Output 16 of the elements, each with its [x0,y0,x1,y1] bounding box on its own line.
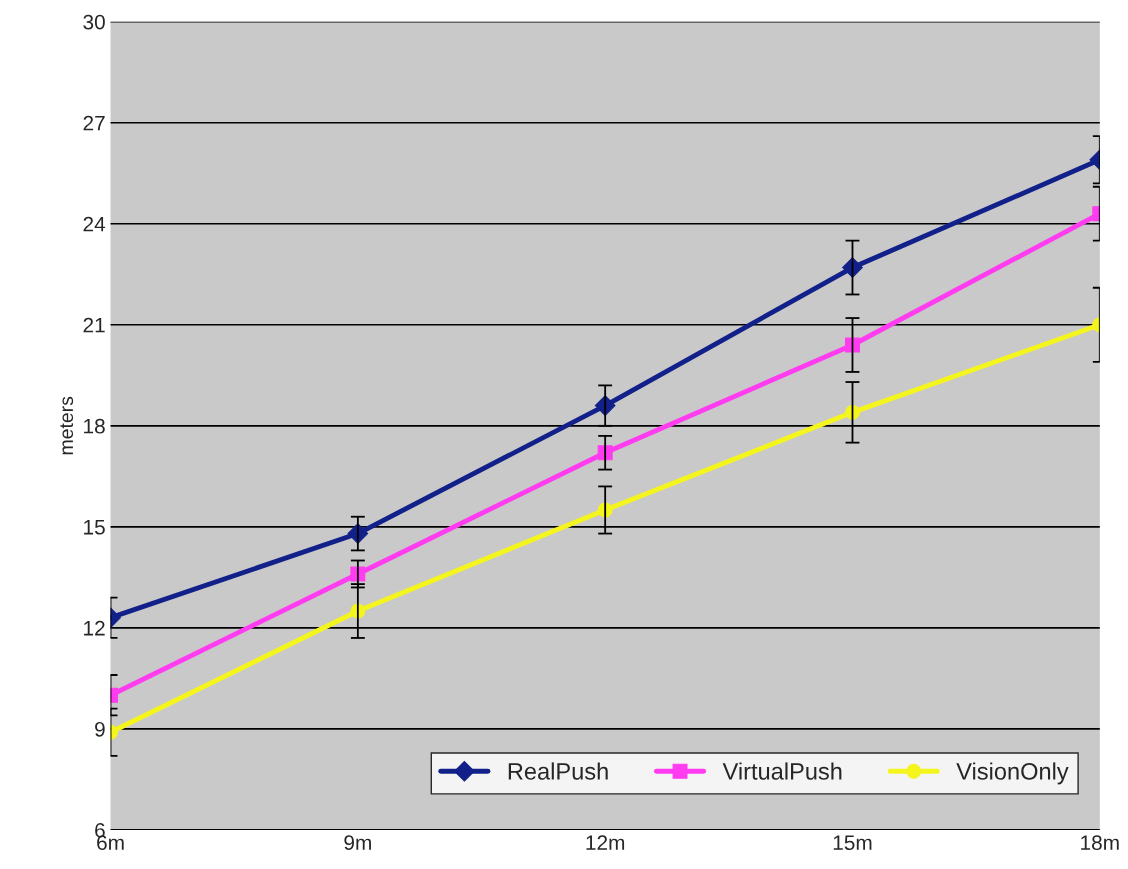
y-tick-label: 15 [84,520,105,535]
y-tick-label: 27 [83,115,105,131]
y-axis-title: meters [60,396,74,455]
legend-label: VirtualPush [722,762,842,780]
y-tick-label: 21 [83,317,105,333]
y-tick-label: 9 [95,721,105,737]
legend-label: VisionOnly [956,762,1069,785]
y-tick-label: 18 [84,418,105,434]
x-tick-label: 15m [833,835,872,851]
y-tick-label: 12 [84,620,105,636]
legend-label: RealPush [508,762,608,780]
x-tick-label: 18m [1081,835,1119,851]
x-tick-label: 12m [586,835,625,850]
x-tick-label: 9m [344,835,371,851]
y-tick-label: 24 [83,216,106,232]
y-tick-label: 30 [83,14,105,30]
